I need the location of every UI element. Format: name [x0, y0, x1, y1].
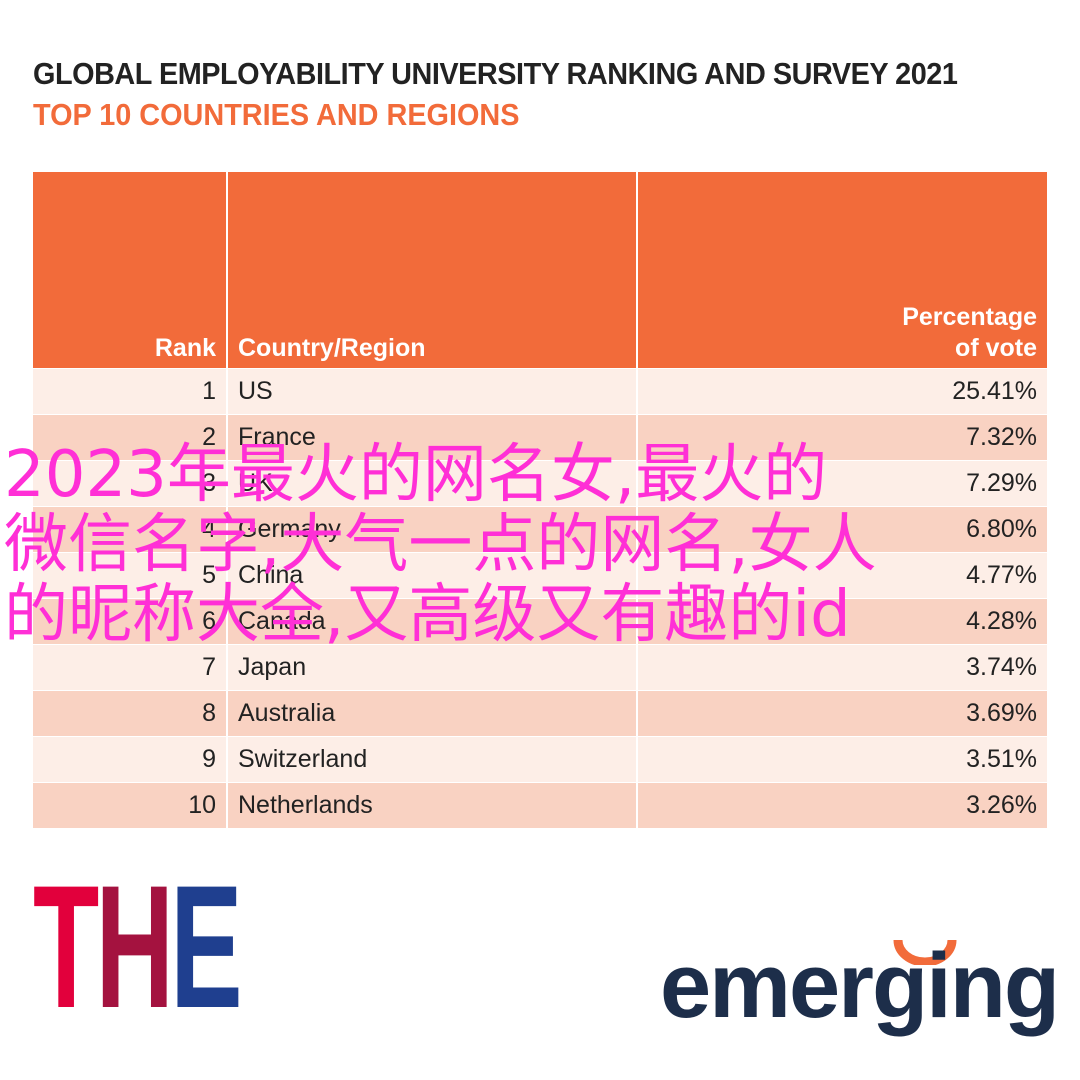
- table-cell: 1: [33, 369, 226, 414]
- table-cell: Japan: [228, 645, 636, 690]
- logo-letter: E: [170, 850, 242, 1045]
- table-cell: Netherlands: [228, 783, 636, 828]
- table-cell: 6: [33, 599, 226, 644]
- table-cell: 3.69%: [638, 691, 1047, 736]
- emerging-logo: emerging: [660, 935, 1060, 1037]
- table-cell: US: [228, 369, 636, 414]
- table-cell: 7: [33, 645, 226, 690]
- table-cell: 4.28%: [638, 599, 1047, 644]
- emerging-arc: [893, 939, 957, 965]
- table-cell: 3.51%: [638, 737, 1047, 782]
- overlay-line: 2023年最火的网名女,最火的: [4, 438, 828, 512]
- title: GLOBAL EMPLOYABILITY UNIVERSITY RANKING …: [33, 56, 958, 91]
- logo-letter: T: [33, 850, 99, 1045]
- overlay-line: 微信名字,大气一点的网名,女人: [4, 508, 877, 582]
- table-cell: 7.29%: [638, 461, 1047, 506]
- logo-letter: H: [95, 850, 174, 1045]
- table-cell: 7.32%: [638, 415, 1047, 460]
- table-cell: 25.41%: [638, 369, 1047, 414]
- table-cell: China: [228, 553, 636, 598]
- table-cell: 3.74%: [638, 645, 1047, 690]
- overlay-line: 的昵称大全,又高级又有趣的id: [4, 578, 851, 652]
- header-cell: Rank: [33, 172, 226, 368]
- table-cell: UK: [228, 461, 636, 506]
- table-cell: 3: [33, 461, 226, 506]
- table-cell: 4.77%: [638, 553, 1047, 598]
- table-cell: Australia: [228, 691, 636, 736]
- table-cell: 4: [33, 507, 226, 552]
- table-cell: Canada: [228, 599, 636, 644]
- subtitle: TOP 10 COUNTRIES AND REGIONS: [33, 97, 520, 132]
- table-cell: 2: [33, 415, 226, 460]
- table-cell: Germany: [228, 507, 636, 552]
- table-cell: 6.80%: [638, 507, 1047, 552]
- header-cell: Percentage of vote: [638, 172, 1047, 368]
- table-cell: 3.26%: [638, 783, 1047, 828]
- table-cell: France: [228, 415, 636, 460]
- table-cell: 5: [33, 553, 226, 598]
- table-cell: Switzerland: [228, 737, 636, 782]
- table-cell: 9: [33, 737, 226, 782]
- overlay-text: 2023年最火的网名女,最火的 微信名字,大气一点的网名,女人 的昵称大全,又高级又…: [4, 440, 877, 650]
- header-cell: Country/Region: [228, 172, 636, 368]
- table-cell: 8: [33, 691, 226, 736]
- the-logo: THE: [33, 860, 243, 1035]
- table-cell: 10: [33, 783, 226, 828]
